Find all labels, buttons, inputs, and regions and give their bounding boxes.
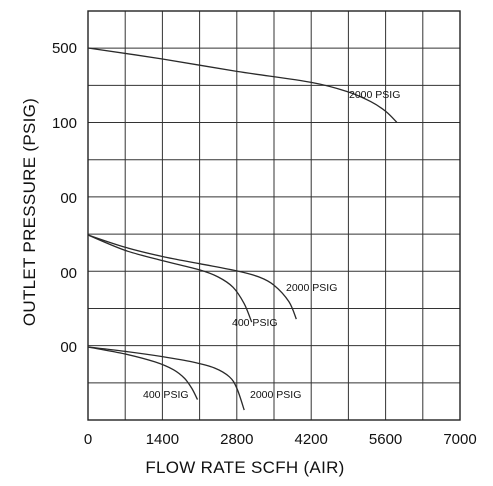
x-tick-label: 7000: [443, 431, 476, 448]
x-tick-label: 2800: [220, 431, 253, 448]
x-axis-ticks: 0 1400 2800 4200 5600 7000: [84, 431, 477, 448]
y-tick-label: 00: [60, 339, 77, 356]
x-tick-label: 5600: [369, 431, 402, 448]
x-tick-label: 0: [84, 431, 92, 448]
series-line: [88, 235, 252, 322]
series-label: 400 PSIG: [143, 389, 189, 401]
series-label: 2000 PSIG: [349, 89, 400, 101]
series-label: 400 PSIG: [232, 317, 278, 329]
y-tick-label: 500: [52, 40, 77, 57]
y-tick-label: 00: [60, 265, 77, 282]
x-tick-label: 1400: [146, 431, 179, 448]
y-tick-label: 100: [52, 115, 77, 132]
curve-labels: 2000 PSIG 2000 PSIG 400 PSIG 2000 PSIG 400 P…: [143, 89, 400, 401]
series-label: 2000 PSIG: [286, 282, 337, 294]
curves: [88, 48, 397, 410]
series-label: 2000 PSIG: [250, 389, 301, 401]
x-tick-label: 4200: [295, 431, 328, 448]
y-axis-ticks: 500 100 00 00 00: [52, 40, 77, 356]
y-axis-title: OUTLET PRESSURE (PSIG): [20, 98, 39, 326]
x-axis-title: FLOW RATE SCFH (AIR): [145, 458, 344, 477]
y-tick-label: 00: [60, 190, 77, 207]
